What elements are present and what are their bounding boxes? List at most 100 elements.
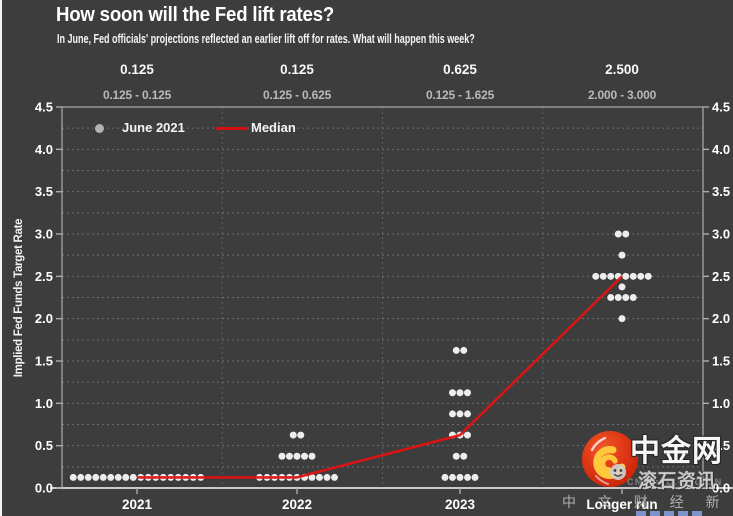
projection-dot (107, 473, 115, 481)
projection-dot (293, 452, 301, 460)
legend-dot-icon (95, 124, 104, 133)
projection-dot (92, 473, 100, 481)
projection-dot (622, 294, 630, 301)
projection-dot (77, 473, 85, 481)
projection-dot (84, 473, 92, 481)
projection-dot (456, 410, 464, 418)
projection-dot (449, 473, 456, 481)
y-tick-label-right: 4.5 (712, 100, 730, 115)
watermark-url: CNGOLD.ORG.CN (627, 477, 723, 487)
y-tick-label-right: 0.0 (712, 481, 730, 496)
legend-median-label: Median (251, 120, 296, 135)
projection-dot (614, 294, 622, 301)
y-tick-label-right: 2.0 (712, 311, 730, 326)
projection-dot (464, 431, 471, 439)
watermark-overlay: 滚石资讯 (638, 471, 717, 492)
x-tick-label: 2022 (282, 497, 312, 512)
projection-dot (452, 346, 460, 354)
column-median-value: 2.500 (605, 62, 639, 77)
y-tick-label-right: 0.5 (712, 438, 730, 453)
y-tick-label-right: 3.0 (712, 227, 730, 242)
projection-dot (456, 473, 464, 481)
projection-dot (308, 473, 316, 481)
x-tick-label: Longer run (586, 497, 657, 512)
projection-dot (618, 315, 626, 323)
projection-dot (316, 473, 323, 481)
column-median-value: 0.625 (443, 62, 477, 77)
column-range-value: 0.125 - 0.125 (102, 88, 172, 102)
y-tick-label-right: 4.0 (712, 142, 730, 157)
x-tick-label: 2023 (445, 497, 476, 512)
projection-dot (460, 346, 468, 354)
projection-dot (464, 473, 471, 481)
projection-dot (441, 473, 449, 481)
projection-dot (629, 294, 637, 301)
column-range-value: 0.125 - 0.625 (262, 88, 332, 102)
projection-dot (99, 473, 107, 481)
projection-dot (618, 283, 626, 291)
y-tick-label-left: 3.0 (35, 227, 53, 242)
y-tick-label-left: 0.5 (35, 438, 53, 453)
clipped-text-fragment (636, 511, 706, 516)
y-tick-label-right: 2.5 (712, 269, 730, 284)
y-tick-label-left: 2.0 (35, 311, 53, 326)
legend-median-line-icon (216, 127, 247, 130)
y-tick-label-left: 1.5 (35, 354, 53, 369)
projection-dot (449, 410, 456, 418)
y-tick-label-left: 1.0 (35, 396, 53, 411)
y-tick-label-right: 1.0 (712, 396, 730, 411)
projection-dot (308, 452, 316, 460)
y-tick-label-left: 4.5 (35, 100, 53, 115)
projection-dot (618, 251, 626, 259)
y-tick-label-left: 3.5 (35, 184, 53, 199)
projection-dot (607, 272, 615, 280)
legend-dots-label: June 2021 (122, 120, 185, 135)
projection-dot (449, 389, 456, 397)
projection-dot (471, 473, 479, 481)
projection-dot (301, 452, 308, 460)
projection-dot (629, 272, 637, 280)
projection-dot (622, 272, 630, 280)
projection-dot (592, 272, 600, 280)
projection-dot (622, 230, 630, 238)
projection-dot (599, 272, 607, 280)
projection-dot (129, 473, 137, 481)
watermark-tagline: 中 文 财 经 新 媒 体 (562, 494, 733, 510)
projection-dot (456, 389, 464, 397)
projection-dot (607, 294, 615, 301)
projection-dot (637, 272, 645, 280)
projection-dot (644, 272, 652, 280)
projection-dot (69, 473, 77, 481)
page-subtitle: In June, Fed officials' projections refl… (57, 32, 475, 46)
y-tick-label-left: 0.0 (35, 481, 53, 496)
median-line (137, 275, 623, 479)
projection-dot (114, 473, 122, 481)
projection-dot (278, 452, 286, 460)
projection-dot (614, 230, 622, 238)
projection-dot (452, 452, 460, 460)
projection-dot (286, 452, 293, 460)
column-median-value: 0.125 (280, 62, 314, 77)
projection-dot (289, 431, 297, 439)
y-tick-label-left: 4.0 (35, 142, 53, 157)
projection-dot (122, 473, 130, 481)
projection-dot (464, 389, 471, 397)
column-range-value: 0.125 - 1.625 (425, 88, 495, 102)
projection-dot (323, 473, 331, 481)
column-median-value: 0.125 (120, 62, 154, 77)
y-tick-label-right: 1.5 (712, 354, 730, 369)
projection-dot (331, 473, 338, 481)
projection-dot (464, 410, 471, 418)
column-range-value: 2.000 - 3.000 (587, 88, 657, 102)
y-axis-title: Implied Fed Funds Target Rate (13, 218, 25, 378)
x-tick-label: 2021 (122, 497, 153, 512)
y-tick-label-right: 3.5 (712, 184, 730, 199)
page-title: How soon will the Fed lift rates? (56, 4, 335, 26)
projection-dot (297, 431, 305, 439)
y-tick-label-left: 2.5 (35, 269, 53, 284)
watermark-brand: 中金网 (630, 435, 723, 468)
mascot-face-icon (610, 464, 626, 480)
projection-dot (460, 452, 468, 460)
